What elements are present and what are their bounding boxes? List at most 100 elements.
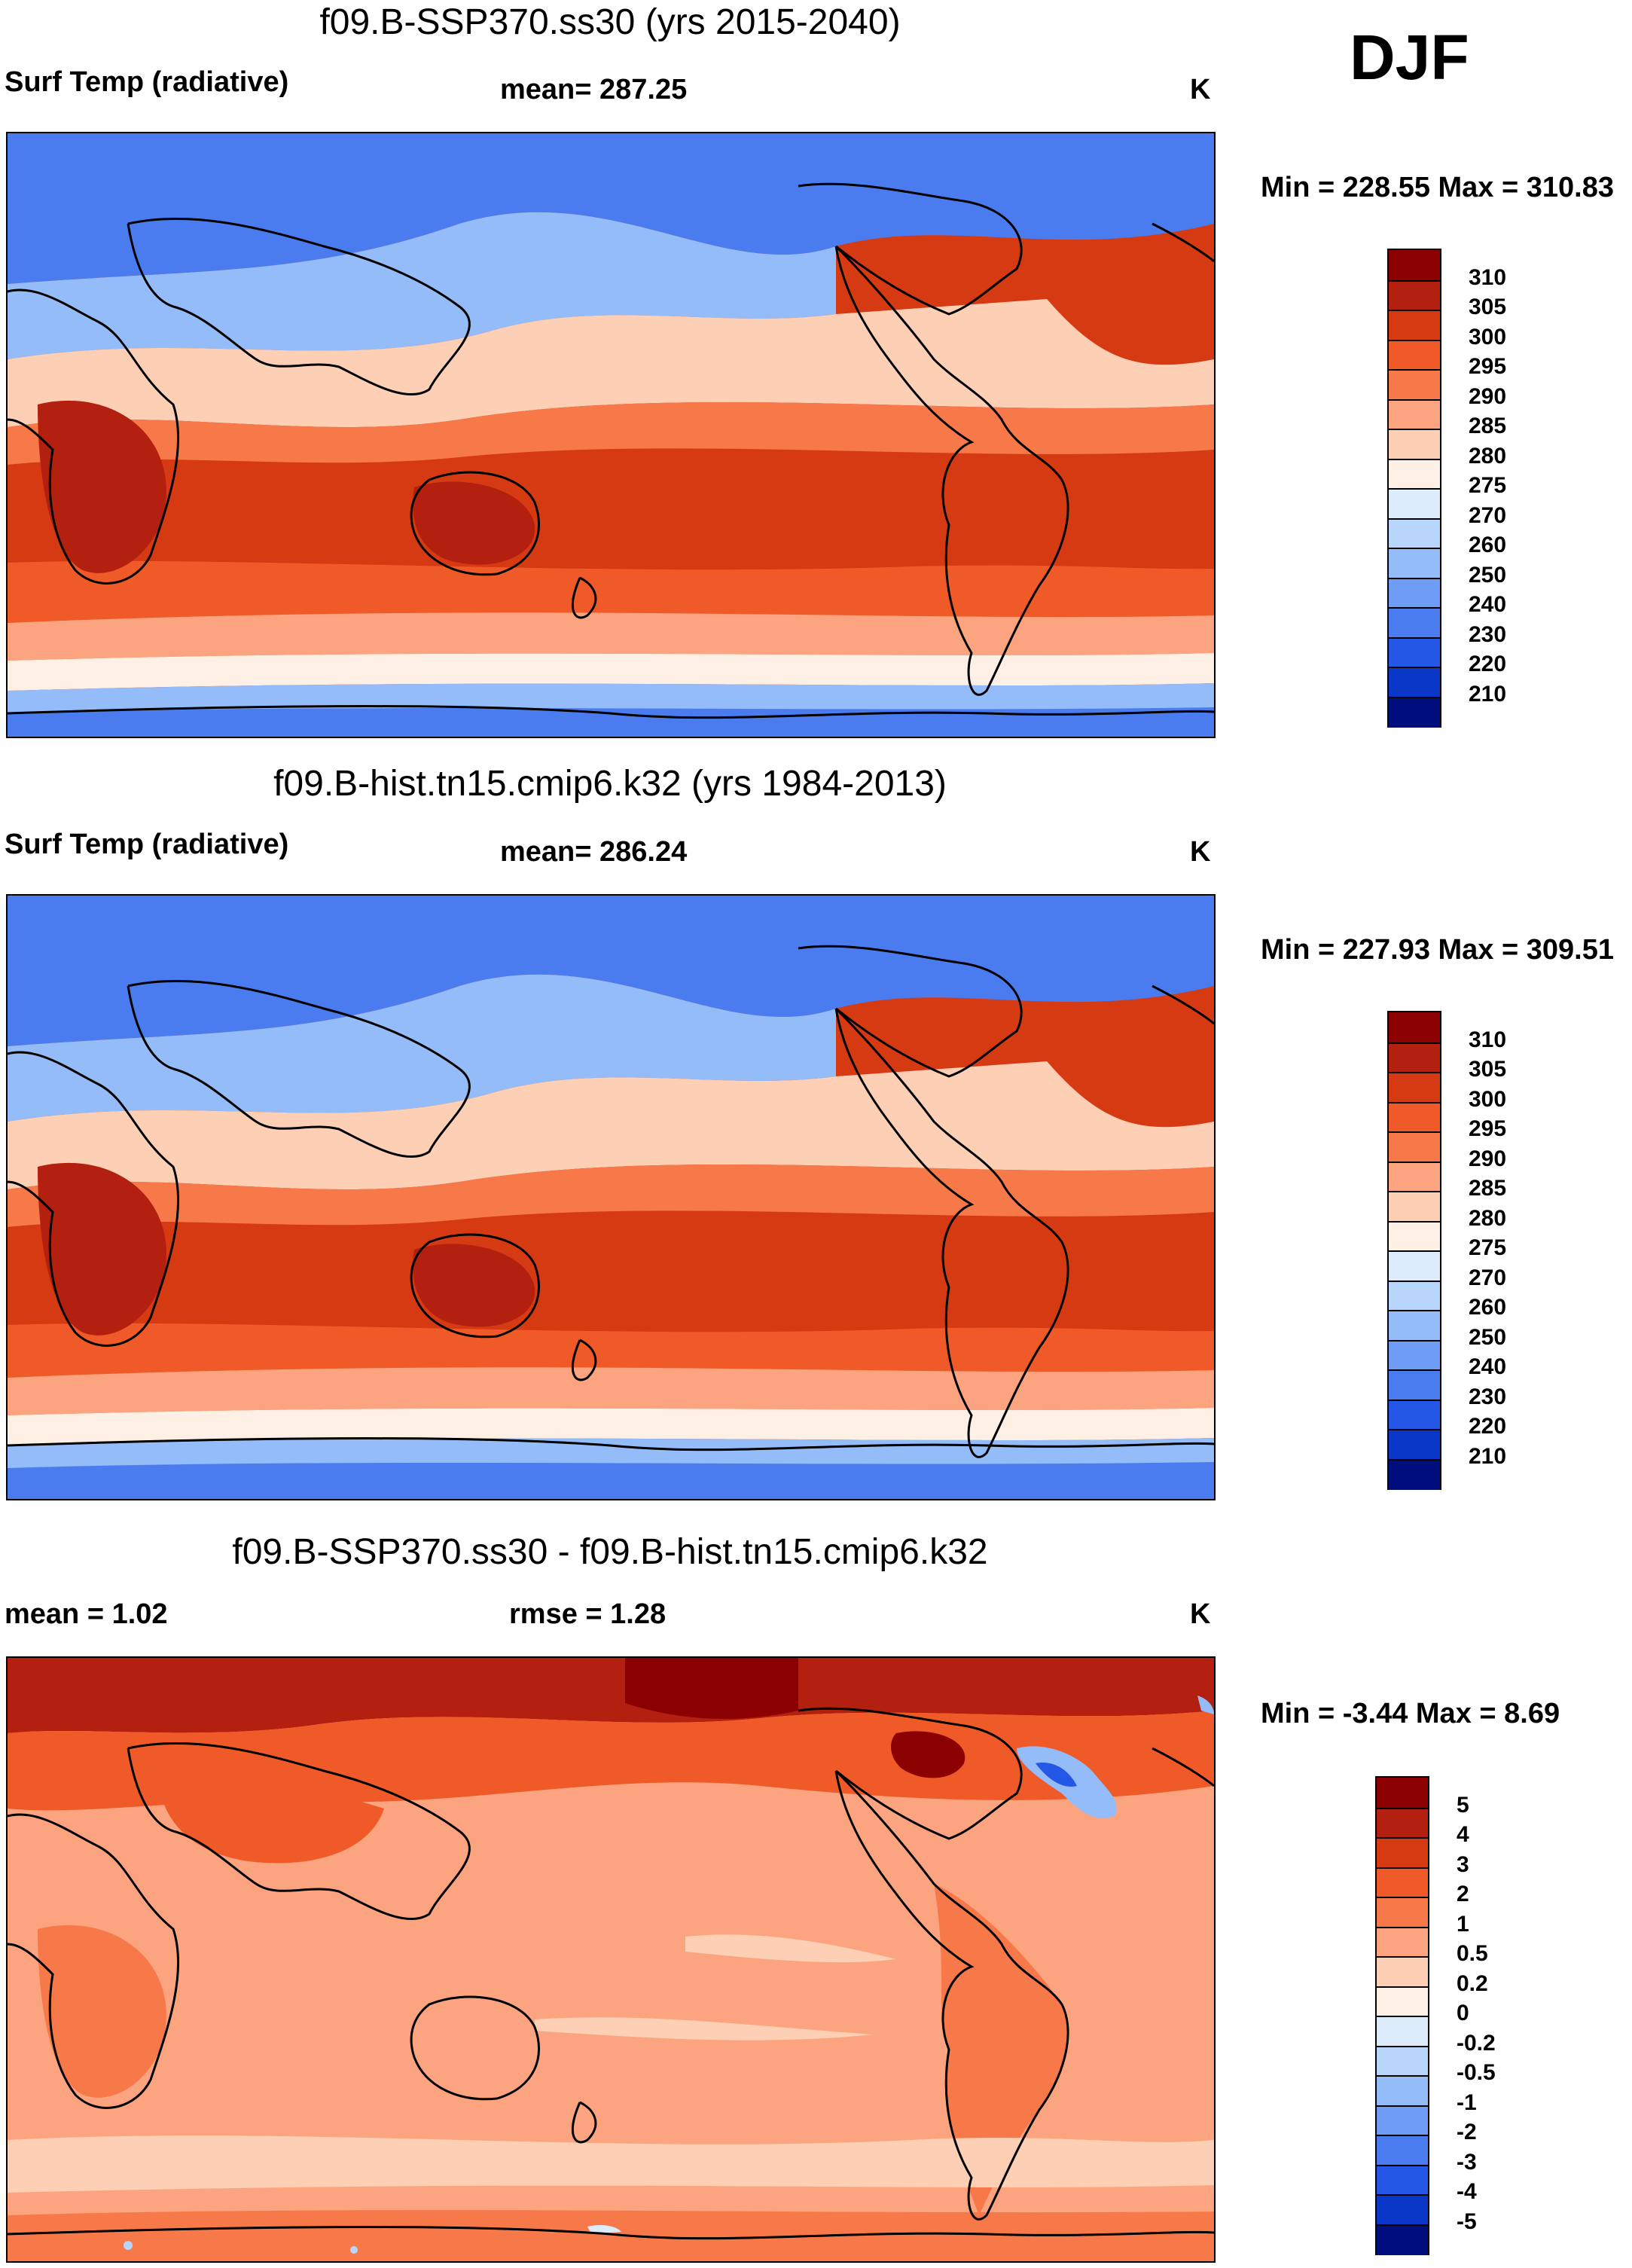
panel-3-map-svg (8, 1658, 1214, 2261)
south-america-warm-area (934, 1884, 1069, 2215)
panel-3-minmax: Min = -3.44 Max = 8.69 (1261, 1698, 1560, 1729)
africa-warm-area (38, 1925, 166, 2098)
panel-2-minmax: Min = 227.93 Max = 309.51 (1261, 934, 1614, 966)
colorbar-tick-label: 240 (1469, 1354, 1507, 1379)
colorbar-tick-label: 230 (1469, 621, 1507, 647)
colorbar-tick-label: 280 (1469, 1205, 1507, 1231)
antarctic-cold-speck (350, 2246, 358, 2254)
colorbar-tick-label: 270 (1469, 502, 1507, 528)
colorbar-box (1389, 1369, 1440, 1401)
panel-3-map (6, 1656, 1216, 2263)
colorbar-box (1389, 577, 1440, 609)
colorbar-tick-label: -0.5 (1457, 2060, 1496, 2085)
colorbar-box (1377, 2075, 1428, 2107)
colorbar-box (1389, 369, 1440, 401)
colorbar-tick-label: 305 (1469, 1057, 1507, 1082)
south-mid-zone (8, 1367, 1214, 1415)
antarctic-cold-zone (8, 1462, 1214, 1499)
colorbar-box (1377, 1956, 1428, 1988)
south-cool-zone (8, 1408, 1214, 1445)
panel-2-map (6, 894, 1216, 1500)
colorbar-tick-label: 310 (1469, 1027, 1507, 1052)
panel-3-rmse-label: rmse = 1.28 (509, 1598, 667, 1630)
panel-1-units: K (1190, 74, 1211, 105)
panel-2-map-svg (8, 896, 1214, 1499)
colorbar-box (1389, 458, 1440, 490)
south-mid-zone (8, 612, 1214, 661)
hudson-hotspot (891, 1731, 965, 1778)
colorbar-tick-label: 300 (1469, 1086, 1507, 1112)
colorbar-box (1389, 1042, 1440, 1073)
panel-3-title: f09.B-SSP370.ss30 - f09.B-hist.tn15.cmip… (232, 1532, 988, 1572)
colorbar-tick-label: -0.2 (1457, 2030, 1496, 2056)
colorbar-box (1389, 398, 1440, 430)
colorbar-tick-label: 220 (1469, 1414, 1507, 1439)
colorbar-tick-label: -1 (1457, 2089, 1477, 2115)
colorbar-tick-label: 310 (1469, 264, 1507, 290)
colorbar-tick-label: 5 (1457, 1792, 1469, 1818)
colorbar-tick-label: 240 (1469, 592, 1507, 617)
north-cool-zone (8, 212, 836, 359)
panel-1-map (6, 132, 1216, 738)
colorbar-box (1389, 1131, 1440, 1163)
colorbar-box (1377, 2164, 1428, 2196)
tropical-zone (8, 461, 1214, 565)
colorbar-tick-label: -3 (1457, 2149, 1477, 2175)
colorbar-tick-label: 295 (1469, 354, 1507, 379)
panel-2-units: K (1190, 836, 1211, 868)
colorbar-box (1389, 1310, 1440, 1342)
colorbar-box (1389, 1250, 1440, 1282)
colorbar-box (1377, 2135, 1428, 2166)
colorbar-box (1377, 1926, 1428, 1958)
north-warm-zone (8, 1164, 1214, 1227)
colorbar-box (1389, 607, 1440, 639)
antarctic-warm-band (8, 2210, 1214, 2261)
asia-warm-area (158, 1769, 384, 1864)
arctic-max-warming (625, 1658, 798, 1719)
colorbar-tick-label: 4 (1457, 1822, 1469, 1847)
arctic-warming-zone (8, 1658, 1214, 1733)
colorbar-tick-label: 0.2 (1457, 1970, 1488, 1996)
tropical-zone (8, 1223, 1214, 1327)
panel-3-units: K (1190, 1598, 1211, 1630)
southern-ocean-pale-band (8, 2135, 1214, 2193)
colorbar-box (1377, 2224, 1428, 2255)
panel-1-mean-label: mean= 287.25 (500, 74, 688, 105)
antarctic-cold-speck (124, 2241, 133, 2250)
north-cold-zone (8, 896, 1214, 1046)
coastlines (8, 182, 1214, 719)
colorbar-box (1389, 667, 1440, 698)
colorbar-tick-label: -2 (1457, 2120, 1477, 2144)
north-atlantic-cold-core (1036, 1763, 1077, 1787)
colorbar-box (1389, 548, 1440, 579)
africa-hot-area (38, 400, 166, 573)
colorbar-tick-label: 280 (1469, 443, 1507, 469)
colorbar-tick-label: 1 (1457, 1911, 1469, 1937)
colorbar-tick-label: 275 (1469, 1235, 1507, 1260)
colorbar-tick-label: 295 (1469, 1116, 1507, 1141)
colorbar-tick-label: 290 (1469, 1146, 1507, 1171)
australia-hot-area (413, 1244, 535, 1327)
colorbar-box (1389, 1072, 1440, 1103)
colorbar-box (1389, 1399, 1440, 1430)
colorbar-box (1389, 339, 1440, 371)
colorbar-box (1377, 2045, 1428, 2077)
colorbar-tick-label: 210 (1469, 681, 1507, 707)
north-warm-zone (8, 401, 1214, 465)
colorbar-box (1377, 1867, 1428, 1898)
south-pacific-pale-band (535, 2017, 874, 2041)
australia-hot-area (413, 481, 535, 565)
colorbar-box (1389, 1191, 1440, 1223)
colorbar-box (1389, 517, 1440, 549)
colorbar-tick-label: 260 (1469, 533, 1507, 557)
north-cold-zone (8, 133, 1214, 284)
south-cool-zone (8, 653, 1214, 691)
colorbar-tick-label: 300 (1469, 324, 1507, 350)
greenland-cold-edge (1197, 1696, 1214, 1714)
colorbar-box (1377, 1837, 1428, 1869)
season-label: DJF (1350, 22, 1469, 93)
colorbar-box (1389, 488, 1440, 520)
antarctic-cold-zone (8, 707, 1214, 737)
colorbar-box (1389, 636, 1440, 668)
colorbar-tick-label: 305 (1469, 295, 1507, 319)
